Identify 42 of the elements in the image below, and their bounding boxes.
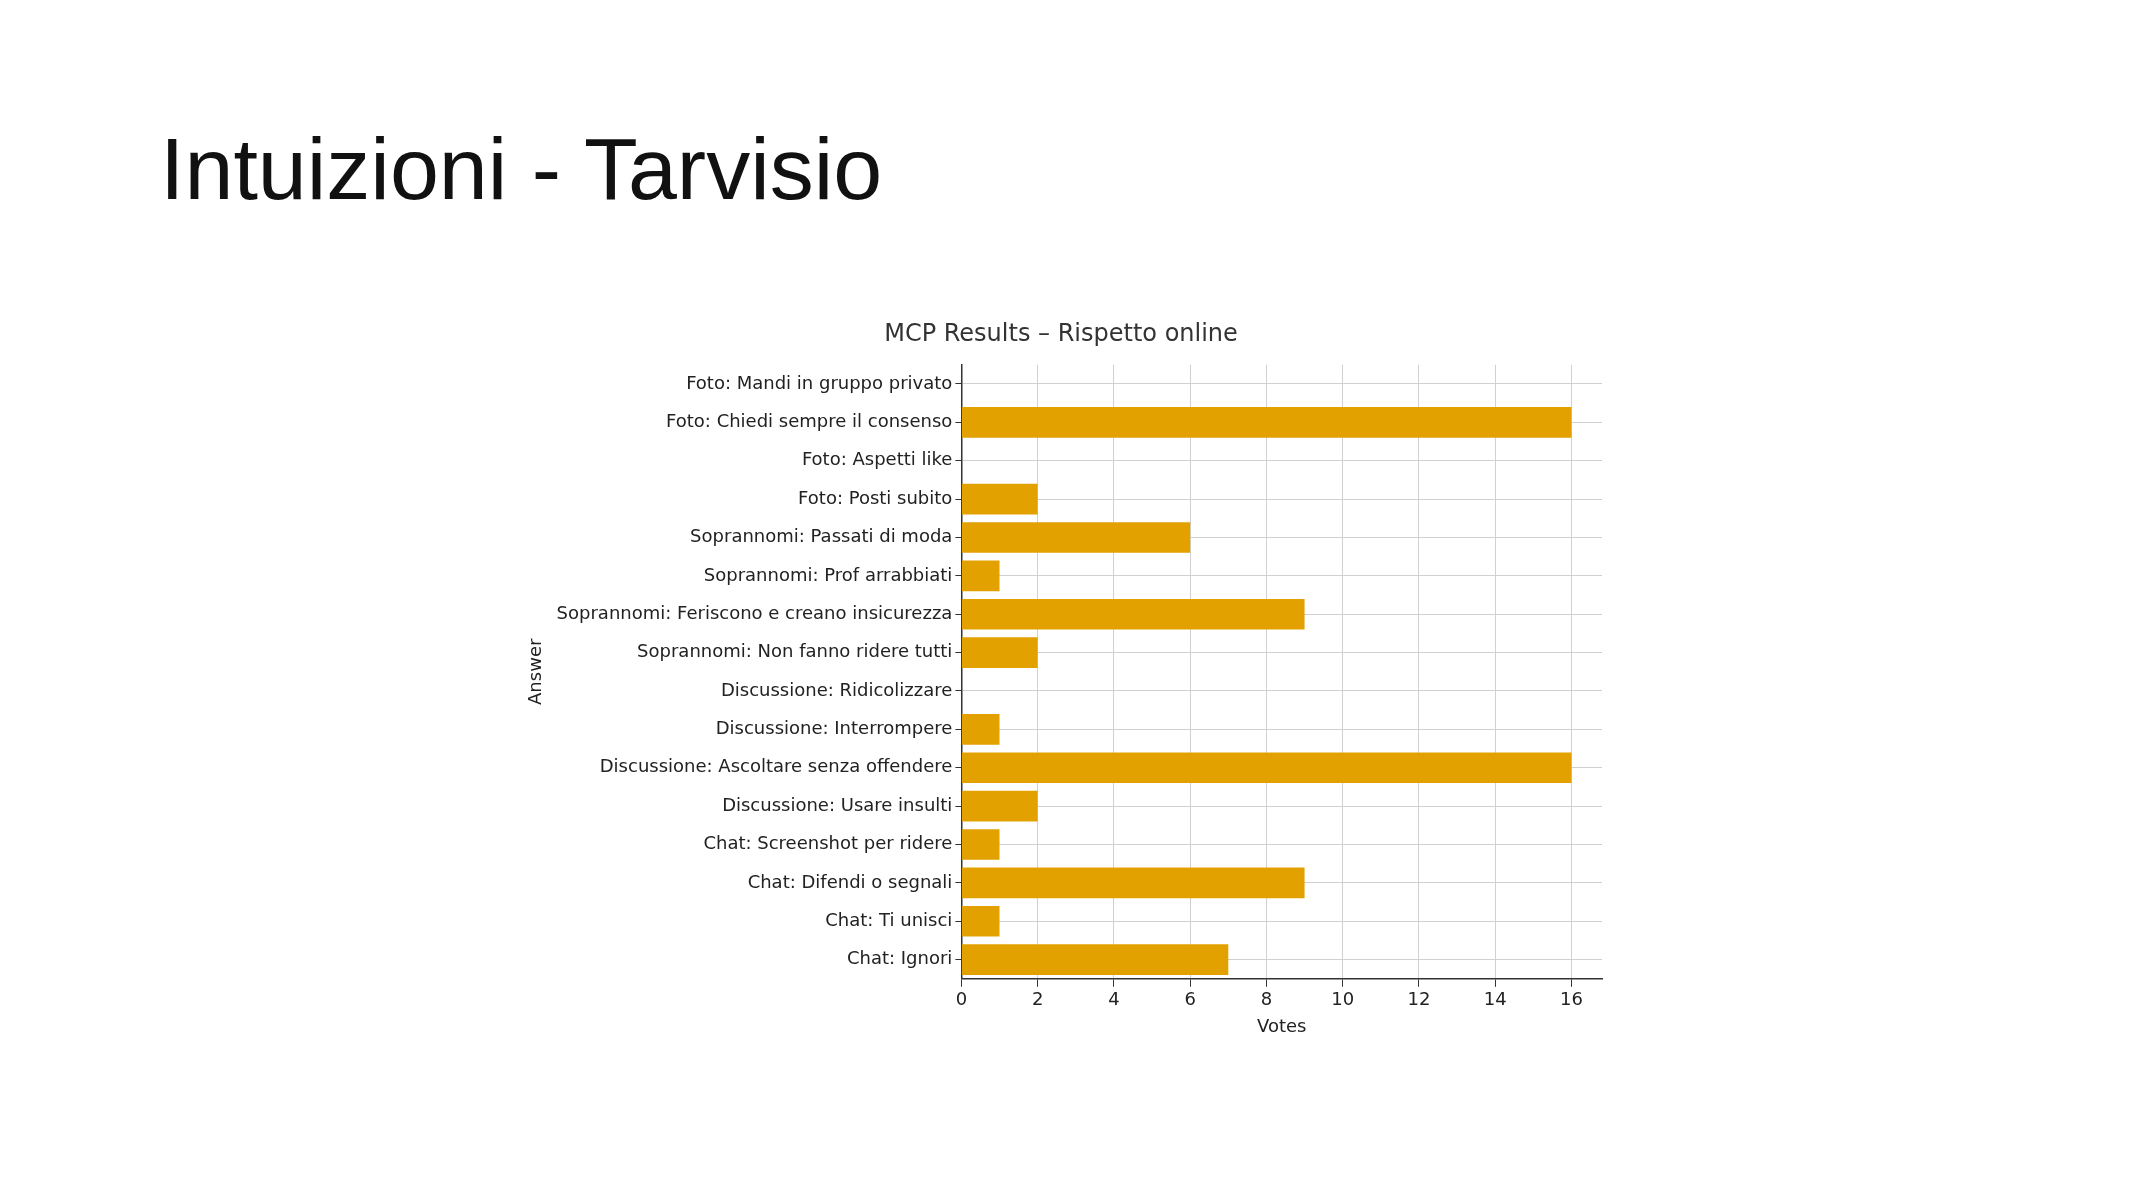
bar [961,790,1038,822]
bar [961,598,1305,630]
x-tick-label: 8 [1260,988,1273,1010]
bar [961,714,1000,745]
x-tick-label: 4 [1108,988,1120,1010]
x-tick-label: 0 [955,988,968,1010]
y-axis-title: Answer [524,638,546,705]
y-tick-label: Chat: Screenshot per ridere [703,832,953,854]
y-tick-label: Soprannomi: Prof arrabbiati [703,563,953,585]
y-tick-label: Chat: Ti unisci [825,908,953,930]
x-tick-label: 12 [1407,988,1431,1010]
bar [961,522,1191,553]
y-tick-label: Foto: Chiedi sempre il consenso [666,410,953,432]
x-tick-label: 2 [1031,988,1044,1010]
y-tick-label: Chat: Difendi o segnali [747,870,953,892]
y-tick-label: Discussione: Ridicolizzare [720,678,953,700]
bar [961,829,1000,860]
y-tick-label: Soprannomi: Feriscono e creano insicurezza [556,601,953,623]
x-tick-label: 14 [1483,988,1507,1010]
y-tick-label: Foto: Mandi in gruppo privato [686,371,953,393]
bar [961,483,1038,515]
x-tick-label: 6 [1184,988,1196,1010]
bar [961,560,1000,592]
y-tick-label: Soprannomi: Non fanno ridere tutti [637,640,953,662]
y-tick-label: Chat: Ignori [846,947,953,969]
bar [961,637,1038,668]
x-tick-label: 16 [1560,988,1583,1010]
y-tick-label: Foto: Aspetti like [801,448,953,470]
bar [961,944,1229,975]
y-tick-label: Soprannomi: Passati di moda [690,525,953,547]
chart-subtitle: MCP Results – Rispetto online [884,318,1238,347]
y-tick-label: Discussione: Ascoltare senza offendere [599,755,953,777]
x-tick-label: 10 [1331,988,1355,1010]
y-tick-label: Foto: Posti subito [798,486,953,508]
y-tick-label: Discussione: Usare insulti [722,793,953,815]
x-axis-title: Votes [1256,1014,1307,1036]
bar [961,905,1000,937]
bar [961,407,1572,438]
bar [961,867,1305,899]
bar [961,752,1572,784]
chart-title: Intuizioni - Tarvisio [160,118,883,220]
y-tick-label: Discussione: Interrompere [715,717,953,739]
